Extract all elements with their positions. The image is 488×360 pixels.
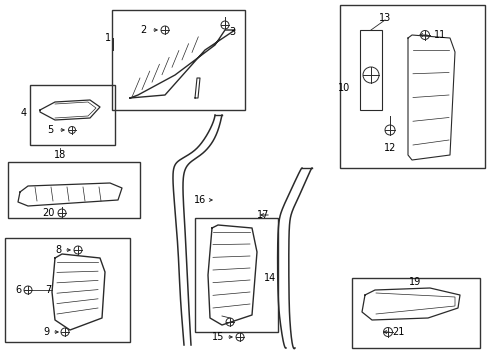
Text: 18: 18 xyxy=(54,150,66,160)
Text: 5: 5 xyxy=(47,125,53,135)
Text: 20: 20 xyxy=(42,208,54,218)
Text: 4: 4 xyxy=(21,108,27,118)
Text: 6: 6 xyxy=(15,285,21,295)
Text: 19: 19 xyxy=(408,277,420,287)
Bar xyxy=(339,5,484,168)
Bar xyxy=(5,238,130,342)
Bar xyxy=(195,218,278,332)
Text: 13: 13 xyxy=(378,13,390,23)
Text: 9: 9 xyxy=(43,327,49,337)
Text: 1: 1 xyxy=(105,33,111,43)
Text: 10: 10 xyxy=(337,83,349,93)
Text: 8: 8 xyxy=(55,245,61,255)
Text: 11: 11 xyxy=(433,30,445,40)
Text: 12: 12 xyxy=(383,143,395,153)
Text: 21: 21 xyxy=(391,327,404,337)
Text: 16: 16 xyxy=(193,195,206,205)
Bar xyxy=(359,30,381,110)
Text: 15: 15 xyxy=(211,332,224,342)
Text: 14: 14 xyxy=(264,273,276,283)
Text: 7: 7 xyxy=(45,285,51,295)
Bar xyxy=(8,162,140,218)
Text: 2: 2 xyxy=(140,25,146,35)
Text: 3: 3 xyxy=(228,27,235,37)
Bar xyxy=(112,10,244,110)
Text: 17: 17 xyxy=(256,210,268,220)
Bar xyxy=(351,278,479,348)
Bar xyxy=(30,85,115,145)
